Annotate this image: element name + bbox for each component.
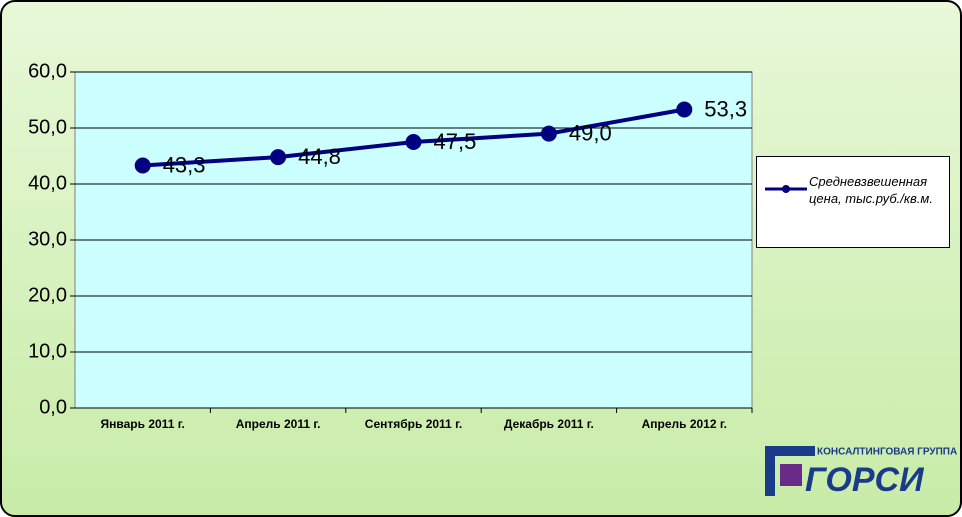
legend-label: Средневзвешенная цена, тыс.руб./кв.м. <box>809 174 933 206</box>
data-point <box>540 125 557 142</box>
y-tick-label: 50,0 <box>28 116 67 138</box>
data-point <box>405 134 422 150</box>
y-tick-label: 60,0 <box>28 60 67 82</box>
y-tick-label: 40,0 <box>28 172 67 194</box>
y-tick-label: 0,0 <box>39 396 67 418</box>
x-tick-label: Апрель 2011 г. <box>236 417 321 431</box>
data-point <box>270 149 287 166</box>
logo: КОНСАЛТИНГОВАЯ ГРУППА ГОРСИ <box>765 446 957 499</box>
logo-name: ГОРСИ <box>805 461 925 499</box>
x-tick-label: Январь 2011 г. <box>101 417 185 431</box>
x-tick-label: Апрель 2012 г. <box>642 417 727 431</box>
data-label: 47,5 <box>434 129 477 154</box>
logo-caption: КОНСАЛТИНГОВАЯ ГРУППА <box>817 447 957 458</box>
data-point <box>134 157 151 174</box>
data-point <box>676 101 693 118</box>
data-label: 49,0 <box>569 120 612 145</box>
y-tick-label: 20,0 <box>28 284 67 306</box>
data-label: 53,3 <box>704 96 747 121</box>
x-tick-label: Сентябрь 2011 г. <box>365 417 462 431</box>
y-tick-label: 30,0 <box>28 228 67 250</box>
data-label: 44,8 <box>298 144 341 169</box>
y-tick-label: 10,0 <box>28 340 67 362</box>
data-label: 43,3 <box>163 152 206 177</box>
x-tick-label: Декабрь 2011 г. <box>504 417 594 431</box>
legend-symbol <box>765 185 807 193</box>
legend: Средневзвешенная цена, тыс.руб./кв.м. <box>756 156 950 248</box>
